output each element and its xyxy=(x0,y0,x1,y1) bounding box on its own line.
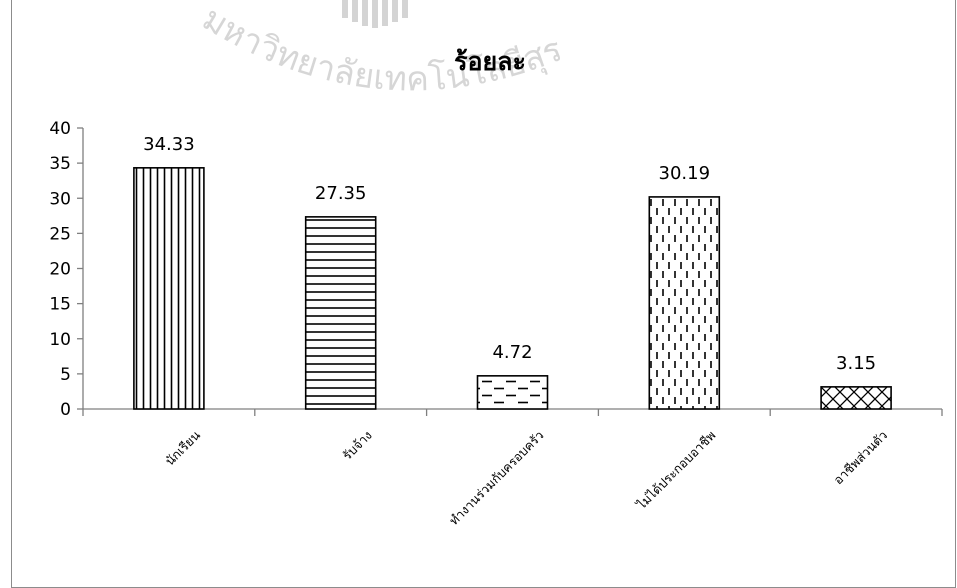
chart-title: ร้อยละ xyxy=(454,47,526,76)
category-label: นักเรียน xyxy=(162,427,203,468)
y-tick-label: 15 xyxy=(49,295,71,315)
data-label: 4.72 xyxy=(492,342,532,363)
bar xyxy=(304,216,377,410)
bar xyxy=(476,375,549,410)
y-tick-label: 35 xyxy=(49,154,71,174)
y-tick-label: 30 xyxy=(49,189,71,209)
y-tick-label: 25 xyxy=(49,224,71,244)
data-label: 30.19 xyxy=(659,163,711,184)
category-label: ทำงานร่วมกับครอบครัว xyxy=(446,428,546,528)
seal-emblem xyxy=(342,0,408,28)
category-label: ไม่ได้ประกอบอาชีพ xyxy=(633,428,718,513)
bar xyxy=(648,196,721,410)
bars: 34.33 นักเรียน 27.35 รับจ้าง 4.72 ทำงานร่วมกั… xyxy=(133,134,892,528)
data-label: 3.15 xyxy=(836,353,876,374)
category-label: อาชีพส่วนตัว xyxy=(830,428,890,488)
data-label: 34.33 xyxy=(143,134,195,155)
bar xyxy=(133,167,205,410)
y-tick-label: 40 xyxy=(49,119,71,139)
y-tick-label: 0 xyxy=(60,400,71,420)
data-label: 27.35 xyxy=(315,183,367,204)
y-tick-label: 20 xyxy=(49,260,71,280)
bar xyxy=(820,386,892,410)
y-tick-label: 10 xyxy=(49,330,71,350)
axes: 0 5 10 15 20 25 30 35 40 xyxy=(49,119,943,420)
y-tick-label: 5 xyxy=(60,365,71,385)
category-label: รับจ้าง xyxy=(339,428,374,463)
